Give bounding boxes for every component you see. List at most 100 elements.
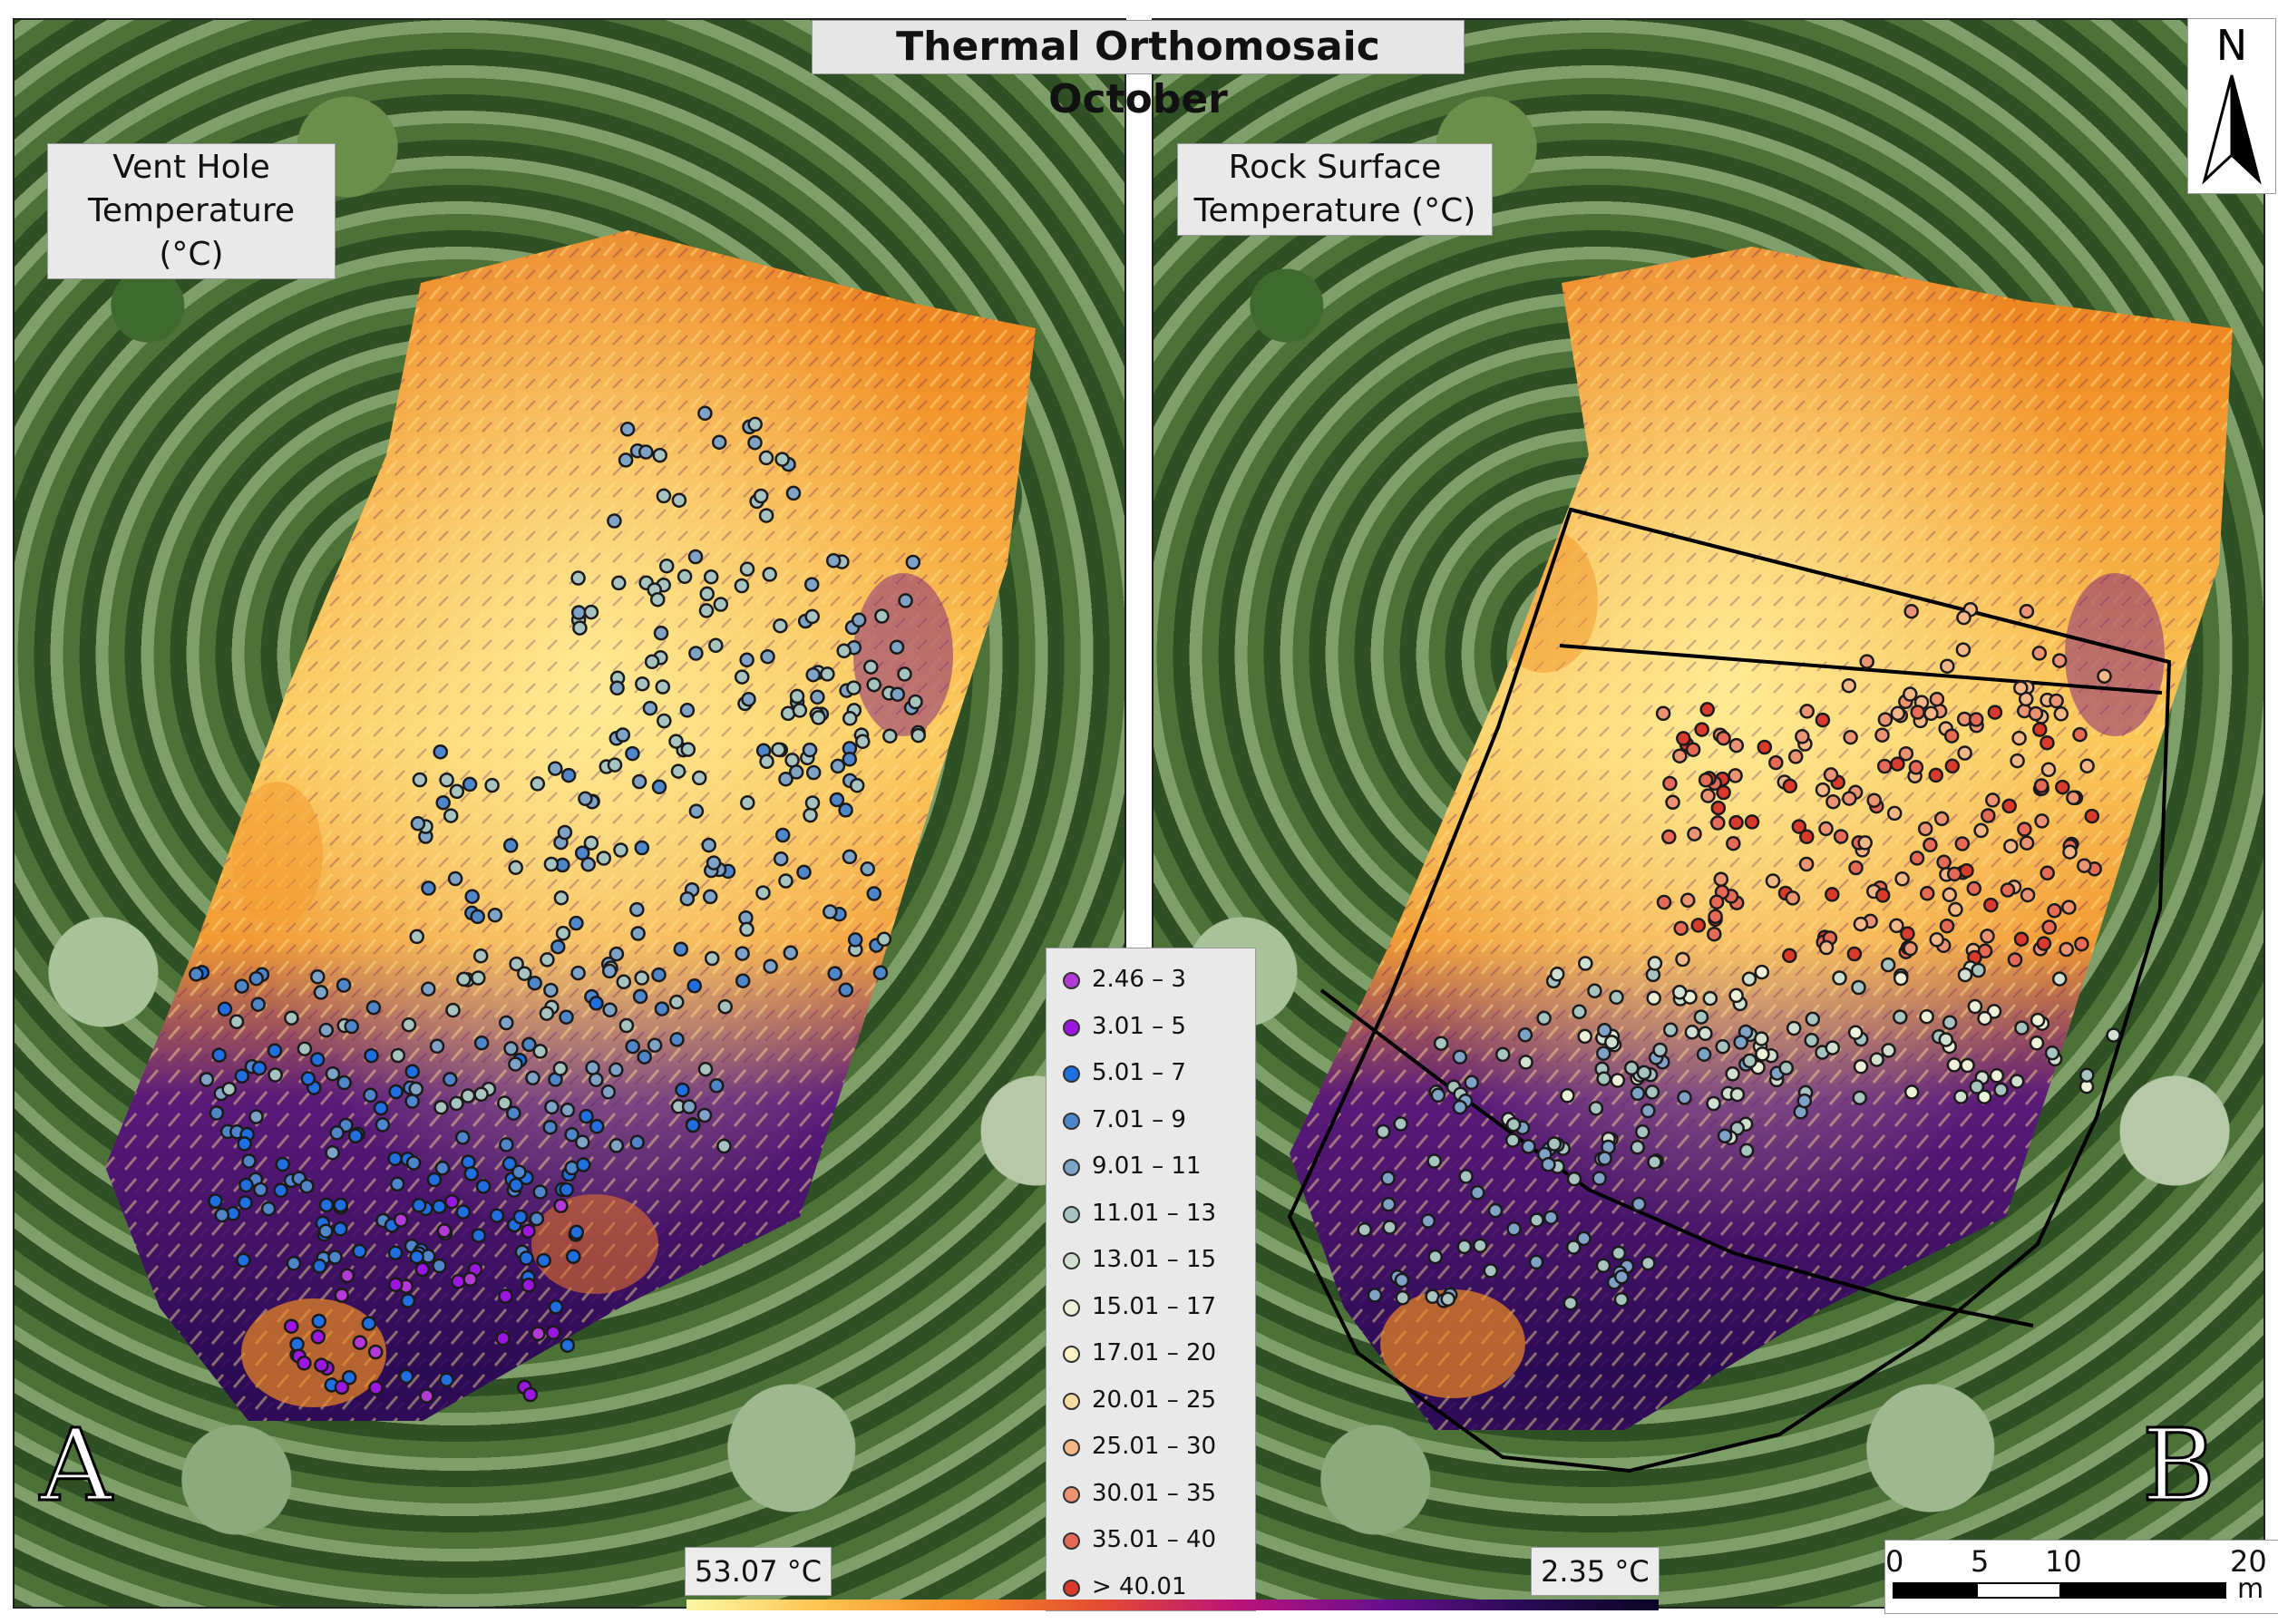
sample-point [454,1130,471,1145]
sample-point [1948,901,1963,918]
sample-point [1796,1093,1813,1109]
sample-point [2044,1045,2060,1061]
sample-point [1742,1053,1757,1069]
sample-point [471,1228,487,1243]
sample-point [447,870,463,887]
sample-point [1956,609,1971,626]
legend-label: 30.01 – 35 [1092,1479,1217,1507]
sample-point [2001,798,2017,814]
sample-point [473,1086,489,1103]
sample-point [1846,946,1863,962]
sample-point [2066,790,2081,806]
sample-point [1592,1171,1607,1186]
sample-point [778,771,793,787]
sample-point [310,969,326,985]
sample-point [637,1049,652,1065]
sample-point [544,1099,560,1115]
sample-point [847,932,863,948]
legend-item: 3.01 – 5 [1047,1006,1255,1054]
sample-point [1576,1230,1592,1247]
sample-point [629,901,645,918]
sample-point [1717,1128,1733,1143]
legend-item: 15.01 – 17 [1047,1287,1255,1334]
sample-point [1841,677,1857,694]
sample-point [908,694,923,710]
sample-point [559,1009,574,1025]
sample-point [1798,856,1815,872]
sample-point [685,1117,701,1133]
sample-point [1903,603,1919,619]
sample-point [585,1060,600,1075]
sample-point [347,1128,364,1144]
sample-point [706,855,722,870]
sample-point [236,1252,251,1269]
sample-point [1646,990,1661,1006]
sample-point [398,1368,414,1385]
sample-point [1818,821,1834,837]
sample-point [804,608,820,625]
sample-point [1707,926,1722,942]
sample-point [434,1161,451,1176]
sample-point [334,1288,350,1303]
sample-point [341,1370,357,1386]
sample-point [1977,1010,1992,1026]
sample-point [419,1388,434,1404]
sample-point [668,994,685,1010]
sample-point [1929,691,1945,707]
sample-point [644,654,660,670]
sample-point [668,734,684,749]
sample-point [1877,712,1893,727]
legend-label: 15.01 – 17 [1092,1292,1217,1320]
sample-point [333,1221,348,1237]
sample-point [1698,773,1714,788]
sample-point [1929,932,1944,948]
sample-point [836,643,852,659]
legend-item: 7.01 – 9 [1047,1100,1255,1147]
sample-point [811,710,826,725]
sample-point [1848,860,1864,876]
sample-point [897,666,912,682]
sample-point [387,1245,404,1260]
sample-point [1889,918,1904,934]
sample-point [1716,730,1731,746]
sample-point [634,970,649,986]
sample-point [2036,936,2052,951]
sample-point [576,1157,591,1172]
sample-point [842,711,858,726]
sample-point [1985,793,2001,808]
legend-item: 11.01 – 13 [1047,1193,1255,1240]
sample-point [1874,727,1890,743]
sample-point [1725,1066,1740,1082]
sample-point [2049,693,2064,709]
sample-point [2014,1020,2030,1036]
sample-point [470,909,485,925]
sample-point [1566,1171,1582,1187]
sample-point [1919,886,1935,901]
sample-point [2051,653,2068,668]
sample-point [1597,1151,1612,1166]
sample-point [671,492,687,508]
sample-point [2062,844,2078,860]
sample-point [789,688,805,705]
sample-point [1799,704,1815,719]
sample-point [1757,739,1773,755]
sample-point [1420,1213,1436,1229]
sample-point [740,795,755,811]
sample-point [1693,1009,1709,1025]
legend-swatch-icon [1063,1159,1080,1176]
sample-point [735,946,750,961]
sample-point [297,1356,312,1371]
sample-point [1805,1011,1821,1027]
sample-point [607,757,623,773]
sample-point [553,890,570,906]
sample-point [686,978,703,994]
sample-point [2013,680,2029,695]
legend-swatch-icon [1063,972,1080,989]
sample-point [522,1386,539,1403]
sample-point [498,1289,513,1304]
sample-point [275,1156,290,1172]
sample-point [449,783,465,800]
sample-point [1706,1095,1721,1112]
sample-point [426,1172,443,1188]
sample-point [608,1138,625,1153]
